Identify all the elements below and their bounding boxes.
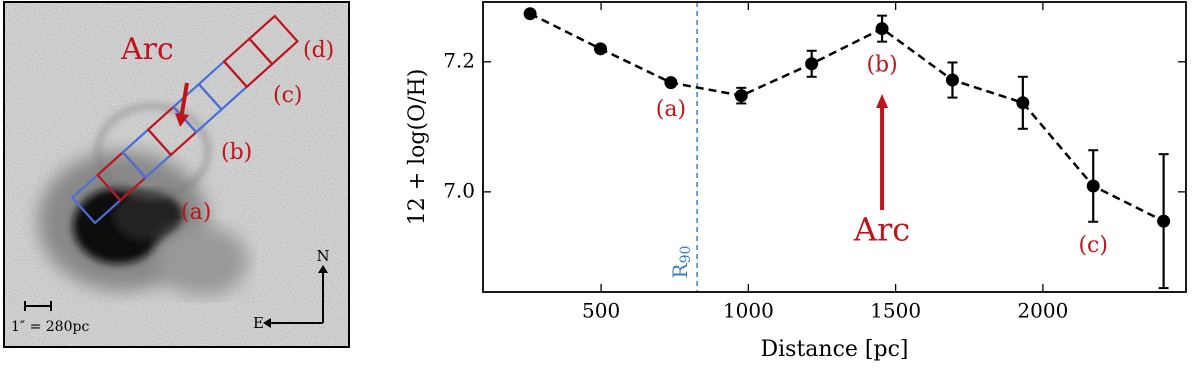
compass-n-head [318, 265, 328, 273]
data-point [805, 57, 819, 71]
y-axis-label: 12 + log(O/H) [405, 69, 430, 226]
data-point [945, 73, 959, 87]
box-label: (b) [221, 140, 252, 165]
y-tick-label: 7.0 [443, 178, 475, 202]
x-tick-label: 500 [582, 299, 620, 323]
compass-e-head [263, 318, 271, 328]
box-label: (c) [273, 83, 303, 108]
data-line [529, 12, 1165, 223]
chart: 500 1000 1500 2000 7.0 7.2 Distance [pc] 12 + l… [405, 1, 1187, 362]
box-label: (d) [303, 38, 334, 63]
data-point [664, 76, 678, 90]
arc-label: Arc [120, 32, 174, 67]
data-point [1016, 96, 1030, 110]
compass-n-label: N [316, 247, 329, 265]
annotation: (a) [656, 97, 686, 122]
data-point [1157, 214, 1171, 228]
r90-label: R90 [668, 246, 695, 279]
x-axis-label: Distance [pc] [761, 337, 909, 362]
scale-label: 1″ = 280pc [11, 319, 89, 335]
nebula [38, 104, 248, 296]
r90-main: R [668, 262, 692, 278]
image-panel: Arc (a) (b) (c) (d) N E 1″ = 280pc [3, 1, 350, 348]
x-tick-label: 1000 [723, 299, 774, 323]
compass-e-label: E [253, 314, 264, 332]
arc-arrowhead [175, 113, 189, 127]
annotation: (b) [866, 53, 897, 78]
r90-sub: 90 [678, 246, 694, 264]
data-point [1086, 179, 1100, 193]
data-point [875, 22, 889, 36]
arc-label: Arc [853, 211, 910, 249]
arc-arrowhead [876, 94, 889, 108]
annotation: (c) [1078, 233, 1108, 258]
y-tick-label: 7.2 [443, 48, 475, 72]
plot-frame [482, 1, 1187, 293]
arc-arrow [179, 82, 189, 120]
box-label: (a) [181, 200, 211, 225]
x-tick-label: 1500 [870, 299, 921, 323]
data-point [734, 89, 748, 103]
data-point [594, 42, 608, 56]
image-frame [3, 1, 350, 348]
x-tick-label: 2000 [1017, 299, 1068, 323]
data-point [523, 7, 537, 21]
